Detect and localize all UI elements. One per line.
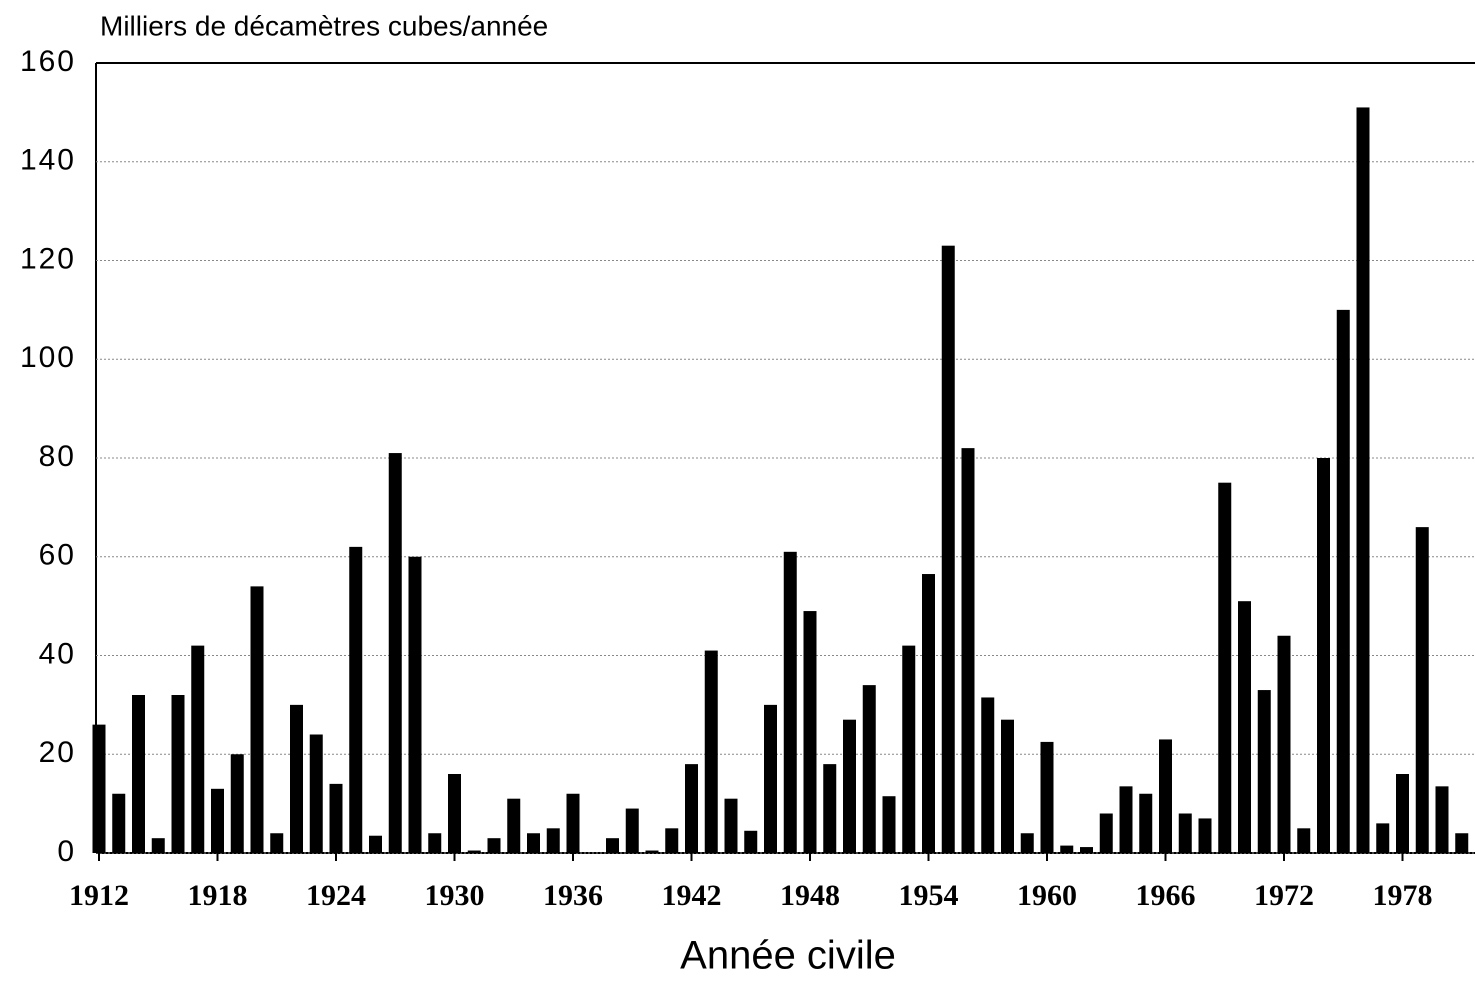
bar	[1040, 741, 1054, 853]
y-tick-label: 140	[20, 144, 76, 177]
bar	[309, 734, 323, 853]
bar	[665, 828, 679, 853]
y-tick-label: 0	[57, 835, 76, 868]
y-axis-title: Milliers de décamètres cubes/année	[100, 10, 548, 41]
bar	[922, 574, 935, 853]
bar	[1119, 786, 1133, 853]
bar	[1198, 818, 1212, 853]
bar	[1020, 833, 1034, 853]
bar	[1396, 774, 1409, 853]
bar	[388, 453, 402, 853]
bar	[211, 788, 224, 853]
bar	[625, 808, 639, 853]
bar	[1415, 527, 1429, 853]
x-tick-label: 1966	[1136, 879, 1196, 912]
bar	[171, 695, 185, 853]
x-tick-label: 1924	[306, 879, 366, 912]
x-axis-title: Année civile	[680, 934, 896, 978]
bar	[428, 833, 442, 853]
bar	[981, 697, 995, 853]
x-tick-label: 1942	[662, 879, 722, 912]
x-tick-label: 1930	[425, 879, 485, 912]
x-tick-label: 1972	[1254, 879, 1314, 912]
bar	[527, 833, 540, 853]
bar	[1356, 107, 1370, 853]
bar	[112, 793, 126, 853]
x-tick-label: 1948	[780, 879, 840, 912]
bar	[606, 838, 619, 853]
bar	[250, 586, 264, 853]
bar	[724, 798, 738, 853]
bar	[1001, 719, 1014, 853]
bar	[1159, 739, 1172, 853]
y-tick-label: 60	[39, 539, 76, 572]
bar	[783, 551, 797, 853]
bar	[408, 556, 422, 853]
y-tick-label: 80	[39, 440, 76, 473]
bar	[803, 611, 817, 853]
bar	[1060, 845, 1074, 853]
bar	[1080, 847, 1093, 853]
bar	[1099, 813, 1113, 853]
bar	[764, 704, 777, 853]
bar	[1139, 793, 1153, 853]
bar	[546, 828, 560, 853]
bar	[349, 546, 363, 853]
bar	[448, 774, 461, 853]
bar	[1455, 833, 1469, 853]
x-tick-label: 1954	[899, 879, 959, 912]
bar	[744, 830, 758, 853]
x-tick-label: 1936	[543, 879, 603, 912]
bar	[467, 850, 481, 853]
bar	[369, 835, 382, 853]
bar	[1336, 309, 1350, 853]
bar	[685, 764, 698, 853]
bar	[329, 783, 343, 853]
bar	[862, 685, 876, 853]
bar	[1317, 458, 1330, 853]
bar	[1376, 823, 1390, 853]
bar	[1238, 601, 1251, 853]
bar	[1435, 786, 1449, 853]
bar	[566, 793, 580, 853]
bar	[132, 695, 145, 853]
bar	[1257, 690, 1271, 853]
bar	[1178, 813, 1192, 853]
bar	[1277, 635, 1291, 853]
bar	[843, 719, 856, 853]
bar	[151, 838, 165, 853]
bar	[882, 796, 896, 853]
bar	[1297, 828, 1311, 853]
x-tick-label: 1918	[188, 879, 248, 912]
bar	[270, 833, 284, 853]
bar	[487, 838, 501, 853]
bar	[902, 645, 916, 853]
bar	[941, 245, 955, 853]
bar	[823, 764, 837, 853]
bar	[92, 724, 106, 853]
y-tick-label: 160	[20, 45, 76, 78]
bar	[507, 798, 521, 853]
bar	[230, 754, 244, 853]
y-tick-label: 40	[39, 637, 76, 670]
bar	[704, 650, 718, 853]
bar	[290, 704, 303, 853]
bar	[1218, 482, 1232, 853]
bar	[191, 645, 205, 853]
y-tick-label: 20	[39, 736, 76, 769]
y-tick-label: 100	[20, 341, 76, 374]
bar	[961, 448, 975, 853]
bar	[645, 850, 659, 853]
x-tick-label: 1960	[1017, 879, 1077, 912]
x-tick-label: 1978	[1373, 879, 1433, 912]
y-tick-label: 120	[20, 242, 76, 275]
x-tick-label: 1912	[69, 879, 129, 912]
